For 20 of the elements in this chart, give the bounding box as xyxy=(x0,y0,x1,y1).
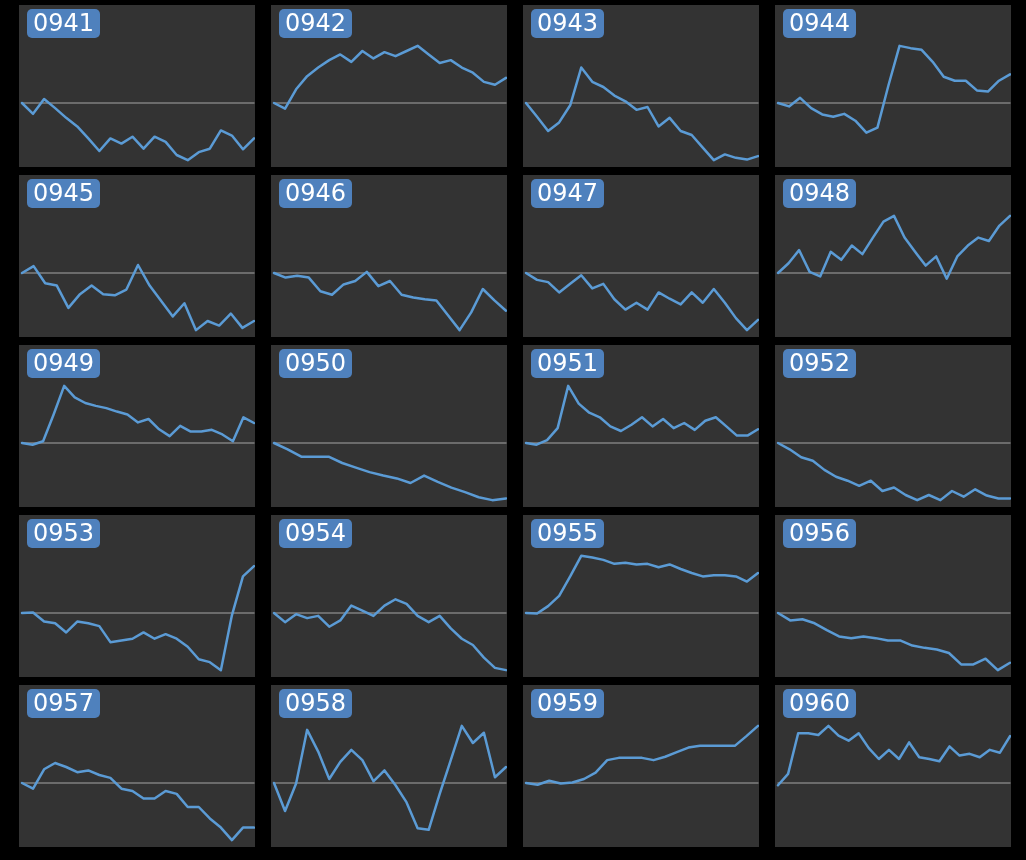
chart-title: 0945 xyxy=(27,179,101,208)
chart-title: 0952 xyxy=(783,349,857,378)
chart-title: 0948 xyxy=(783,179,857,208)
chart-title: 0942 xyxy=(279,9,353,38)
chart-title: 0959 xyxy=(531,689,605,718)
chart-title: 0958 xyxy=(279,689,353,718)
chart-title: 0955 xyxy=(531,519,605,548)
chart-title: 0960 xyxy=(783,689,857,718)
chart-title: 0941 xyxy=(27,9,101,38)
chart-title: 0943 xyxy=(531,9,605,38)
chart-title: 0951 xyxy=(531,349,605,378)
chart-title: 0954 xyxy=(279,519,353,548)
chart-title: 0957 xyxy=(27,689,101,718)
chart-title: 0950 xyxy=(279,349,353,378)
chart-title: 0956 xyxy=(783,519,857,548)
chart-title: 0946 xyxy=(279,179,353,208)
chart-title: 0949 xyxy=(27,349,101,378)
chart-title: 0944 xyxy=(783,9,857,38)
chart-title: 0953 xyxy=(27,519,101,548)
chart-title: 0947 xyxy=(531,179,605,208)
